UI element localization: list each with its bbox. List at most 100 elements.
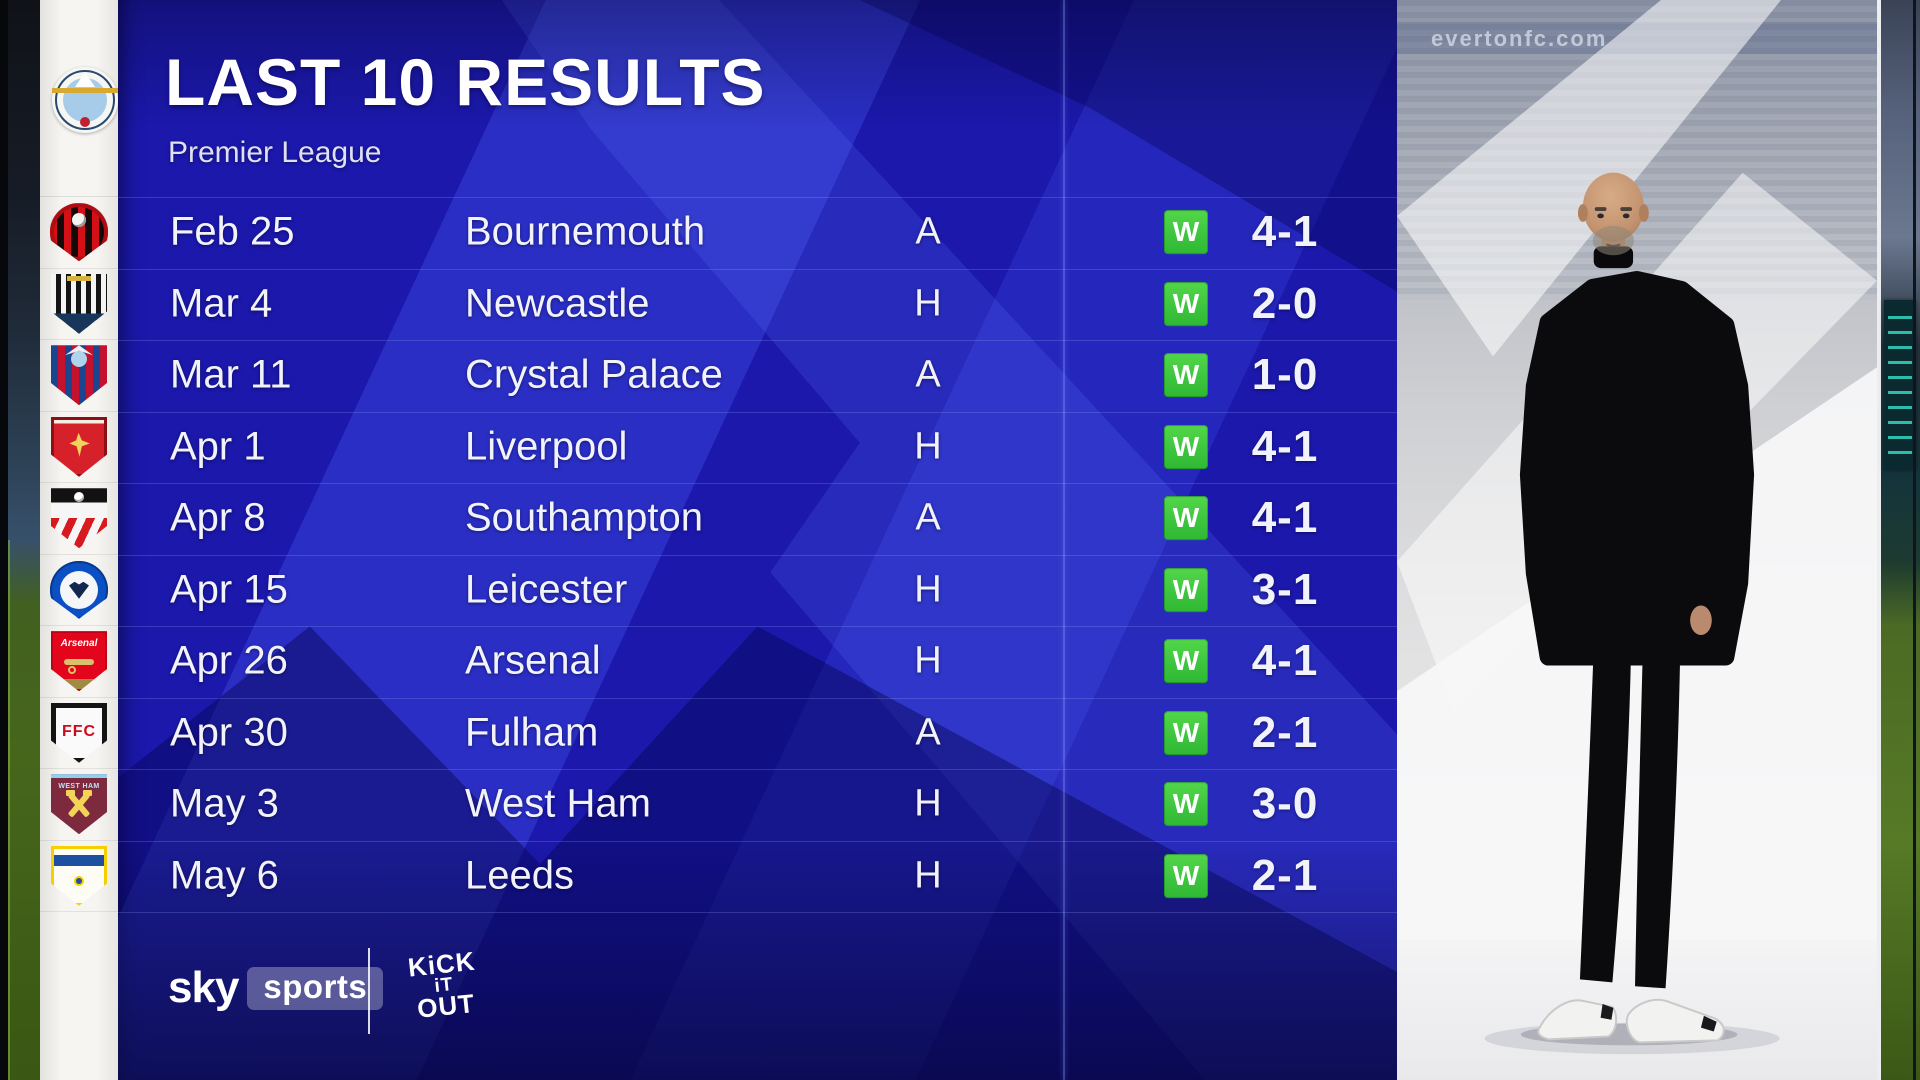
opponent-badge-cell (40, 269, 118, 340)
badge-monogram: WEST HAM (58, 783, 100, 791)
opponent-club-badge (51, 845, 107, 906)
home-away-indicator: H (914, 639, 942, 682)
footer-logos: sky sports KiCK iT OUT (118, 938, 678, 1058)
badge-detail (67, 275, 91, 281)
match-score: 2-0 (1251, 278, 1319, 328)
team-badge-strip: Arsenal FFC (40, 0, 118, 1080)
badge-detail (72, 213, 86, 228)
stadium-banner-text: evertonfc.com (1431, 26, 1608, 51)
match-date: Apr 1 (170, 424, 266, 469)
opponent-name: Fulham (465, 710, 599, 755)
badge-detail (51, 518, 107, 549)
opponent-name: Leeds (465, 853, 574, 898)
sky-sports-logo: sky sports (168, 963, 384, 1012)
badge-detail (74, 492, 84, 503)
opponent-badge-cell (40, 841, 118, 912)
badge-monogram: FFC (61, 722, 97, 740)
opponent-club-badge: FFC (51, 702, 107, 763)
opponent-badge-cell (40, 483, 118, 555)
match-date: Apr 30 (170, 710, 288, 755)
match-score: 2-1 (1251, 850, 1319, 900)
sports-wordmark: sports (247, 966, 384, 1010)
win-badge: W (1164, 710, 1208, 755)
result-row: Apr 30 Fulham A W 2-1 (118, 697, 1397, 770)
opponent-name: Arsenal (465, 638, 601, 683)
opponent-name: West Ham (465, 781, 651, 826)
score-column-divider (1063, 0, 1065, 1080)
home-away-indicator: A (915, 711, 941, 754)
stadium-scoreboard (1884, 300, 1916, 470)
match-date: Apr 8 (170, 495, 266, 540)
badge-detail (71, 351, 87, 368)
result-row: Apr 8 Southampton A W 4-1 (118, 483, 1397, 555)
opponent-name: Newcastle (465, 281, 650, 326)
win-badge: W (1164, 281, 1208, 326)
match-score: 4-1 (1251, 636, 1319, 686)
home-away-indicator: H (914, 782, 942, 825)
home-away-indicator: A (915, 210, 941, 253)
opponent-club-badge: Arsenal (51, 631, 107, 692)
result-row: Mar 11 Crystal Palace A W 1-0 (118, 340, 1397, 412)
result-row: Apr 15 Leicester H W 3-1 (118, 554, 1397, 627)
home-away-indicator: H (914, 568, 942, 611)
man-city-cell (40, 0, 118, 197)
match-date: Mar 4 (170, 281, 273, 326)
ship-sail-icon (75, 72, 95, 87)
result-row: Mar 4 Newcastle H W 2-0 (118, 268, 1397, 341)
right-video-edge (1877, 0, 1920, 1080)
home-away-indicator: A (915, 353, 941, 396)
home-away-indicator: H (914, 425, 942, 468)
result-row: Apr 1 Liverpool H W 4-1 (118, 411, 1397, 484)
match-date: May 6 (170, 853, 279, 898)
opponent-name: Liverpool (465, 424, 628, 469)
result-row: May 3 West Ham H W 3-0 (118, 769, 1397, 841)
match-score: 4-1 (1251, 493, 1319, 543)
badge-detail (76, 877, 82, 884)
result-row: Apr 26 Arsenal H W 4-1 (118, 626, 1397, 698)
win-badge: W (1164, 424, 1208, 469)
match-date: Apr 26 (170, 638, 288, 683)
opponent-badge-cell (40, 340, 118, 412)
opponent-badge-cell (40, 412, 118, 483)
match-date: Mar 11 (170, 352, 292, 397)
win-badge: W (1164, 353, 1208, 398)
win-badge: W (1164, 567, 1208, 612)
match-score: 3-1 (1251, 564, 1319, 614)
badge-detail (68, 666, 76, 675)
photo-panel: evertonfc.com (1397, 0, 1877, 1080)
home-away-indicator: H (914, 854, 942, 897)
badge-detail (65, 345, 93, 356)
logo-divider (368, 948, 370, 1034)
opponent-club-badge (51, 273, 107, 334)
result-row: May 6 Leeds H W 2-1 (118, 840, 1397, 913)
opponent-name: Leicester (465, 567, 628, 612)
opponent-badge-cell: WEST HAM (40, 769, 118, 841)
match-score: 2-1 (1251, 707, 1319, 757)
opponent-club-badge (51, 416, 107, 477)
win-badge: W (1164, 853, 1208, 898)
left-video-edge (0, 0, 40, 1080)
match-score: 1-0 (1251, 350, 1319, 400)
opponent-badge-cell: Arsenal (40, 626, 118, 698)
opponent-name: Bournemouth (465, 209, 706, 254)
badge-detail (69, 432, 90, 457)
opponent-club-badge (51, 345, 107, 406)
opponent-badge-cell (40, 197, 118, 269)
opponent-badge-cell: FFC (40, 698, 118, 769)
opponent-club-badge: WEST HAM (51, 774, 107, 835)
home-away-indicator: A (915, 496, 941, 539)
sky-wordmark: sky (168, 963, 239, 1012)
gold-band (52, 88, 118, 93)
badge-detail (54, 854, 104, 866)
match-score: 4-1 (1251, 207, 1319, 257)
results-table: Feb 25 Bournemouth A W 4-1 Mar 4 Newcast… (118, 197, 1397, 913)
opponent-name: Southampton (465, 495, 703, 540)
match-score: 4-1 (1251, 421, 1319, 471)
result-row: Feb 25 Bournemouth A W 4-1 (118, 197, 1397, 269)
badge-monogram: Arsenal (60, 638, 98, 650)
match-date: Feb 25 (170, 209, 295, 254)
match-score: 3-0 (1251, 779, 1319, 829)
badge-detail (66, 790, 75, 797)
badge-detail (64, 659, 94, 666)
